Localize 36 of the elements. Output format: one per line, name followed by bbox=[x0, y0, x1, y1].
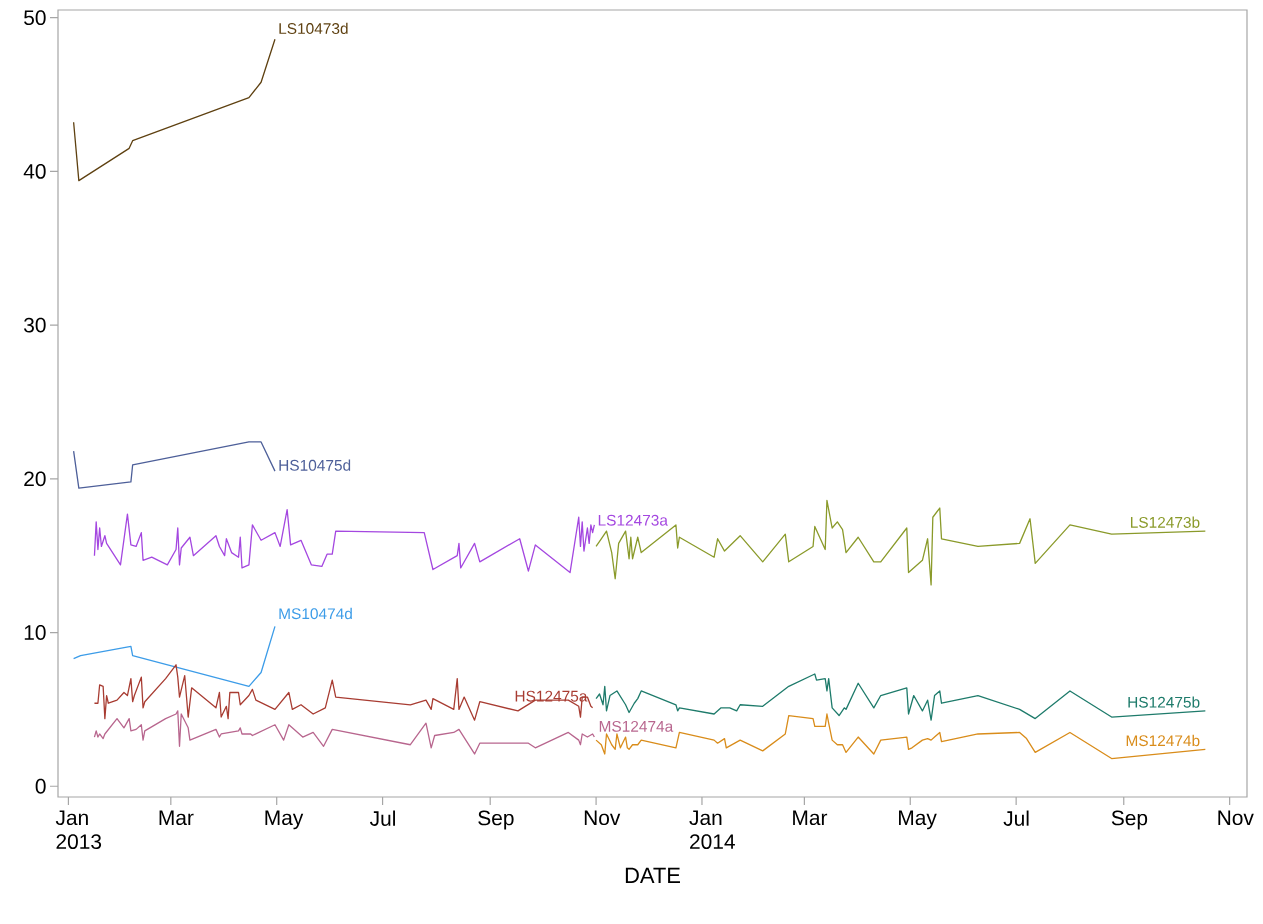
x-tick-label: Nov bbox=[584, 810, 621, 826]
x-axis-title: DATE bbox=[625, 867, 680, 883]
line-series bbox=[595, 713, 1206, 760]
x-tick-label: Jul bbox=[369, 810, 395, 826]
series-label: HS10475d bbox=[279, 459, 351, 471]
x-tick-label: May bbox=[899, 810, 937, 830]
x-tick-label: Nov bbox=[1218, 810, 1254, 826]
series-label: LS12473a bbox=[598, 514, 668, 526]
line-series bbox=[93, 664, 594, 721]
y-tick-label: 0 bbox=[35, 778, 46, 794]
y-tick-label: 50 bbox=[24, 10, 46, 26]
y-tick-label: 30 bbox=[24, 317, 46, 333]
line-series bbox=[595, 673, 1206, 721]
y-tick-label: 40 bbox=[23, 163, 46, 179]
x-tick-label: Jan 2013 bbox=[55, 810, 102, 850]
line-series bbox=[595, 499, 1206, 586]
x-tick-label: Sep bbox=[1111, 810, 1148, 830]
x-tick-label: Mar bbox=[159, 810, 194, 826]
x-tick-label: May bbox=[265, 810, 304, 830]
line-series bbox=[93, 508, 595, 574]
series-label: MS10474d bbox=[279, 607, 352, 620]
y-tick-label: 20 bbox=[24, 471, 46, 487]
line-series bbox=[72, 38, 276, 182]
series-label: HS12475a bbox=[515, 690, 588, 702]
series-label: LS10473d bbox=[279, 22, 348, 34]
x-tick-label: Jan 2014 bbox=[689, 810, 735, 850]
x-tick-label: Sep bbox=[478, 810, 514, 830]
y-tick-label: 10 bbox=[24, 625, 46, 640]
series-label: LS12473b bbox=[1130, 516, 1200, 528]
x-tick-label: Jul bbox=[1003, 810, 1029, 826]
series-label: HS12475b bbox=[1128, 696, 1200, 708]
series-label: MS12474a bbox=[599, 720, 674, 732]
line-series bbox=[72, 441, 276, 489]
series-label: MS12474b bbox=[1126, 734, 1200, 747]
x-tick-label: Mar bbox=[793, 810, 828, 826]
line-series bbox=[72, 625, 276, 687]
